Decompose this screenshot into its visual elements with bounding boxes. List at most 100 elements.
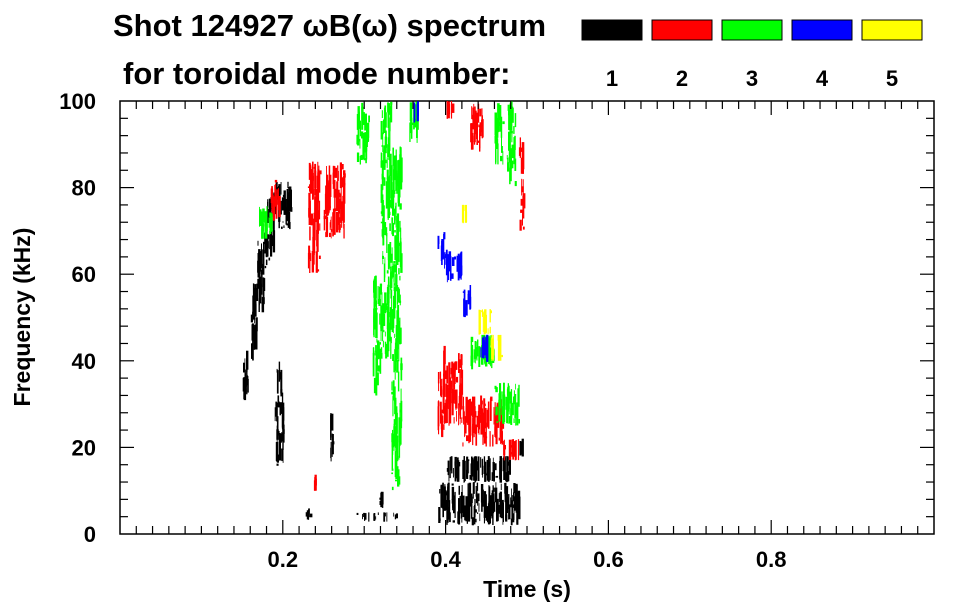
spectral-fragment xyxy=(450,101,453,119)
spectral-fragment xyxy=(394,286,396,297)
spectral-fragment xyxy=(386,306,390,330)
spectral-fragment xyxy=(437,401,440,427)
y-axis-label: Frequency (kHz) xyxy=(9,228,35,407)
spectral-fragment xyxy=(500,413,503,438)
spectral-fragment xyxy=(459,397,461,416)
spectral-fragment xyxy=(464,510,467,516)
spectral-fragment xyxy=(265,247,267,257)
series-mode-1-region-2 xyxy=(257,232,267,313)
spectral-fragment xyxy=(379,497,381,500)
spectral-fragment xyxy=(493,407,495,425)
spectral-fragment xyxy=(261,297,264,309)
spectral-fragment xyxy=(395,248,397,275)
spectral-fragment xyxy=(475,355,476,364)
spectral-fragment xyxy=(514,113,517,128)
spectral-fragment xyxy=(380,211,382,214)
spectral-fragment xyxy=(397,178,400,203)
spectral-fragment xyxy=(386,233,388,253)
spectral-fragment xyxy=(522,193,526,209)
spectral-fragment xyxy=(453,417,455,424)
spectral-fragment xyxy=(380,152,383,168)
spectral-fragment xyxy=(451,398,455,403)
spectral-fragment xyxy=(517,439,520,461)
y-tick-label: 20 xyxy=(72,435,96,460)
spectral-fragment xyxy=(496,498,499,522)
series-mode-2-region-6 xyxy=(462,395,505,447)
spectral-fragment xyxy=(437,239,440,249)
spectral-fragment xyxy=(472,107,474,130)
spectral-fragment xyxy=(510,155,512,182)
spectral-fragment xyxy=(270,229,273,257)
spectral-fragment xyxy=(279,372,282,380)
spectral-fragment xyxy=(261,243,262,268)
spectral-fragment xyxy=(285,199,287,225)
spectral-fragment xyxy=(268,257,271,261)
spectral-fragment xyxy=(396,245,399,265)
spectral-fragment xyxy=(506,398,509,424)
spectral-fragment xyxy=(481,499,483,512)
spectral-fragment xyxy=(496,421,499,423)
spectral-fragment xyxy=(394,406,398,425)
spectral-fragment xyxy=(490,310,492,314)
spectral-fragment xyxy=(393,287,397,309)
spectral-fragment xyxy=(479,513,481,522)
spectral-fragment xyxy=(258,249,261,274)
spectral-fragment xyxy=(463,289,466,312)
spectral-fragment xyxy=(448,402,452,424)
spectral-fragment xyxy=(459,495,461,514)
spectral-fragment xyxy=(384,331,386,337)
spectral-fragment xyxy=(337,165,339,193)
spectral-fragment xyxy=(445,490,447,504)
spectral-fragment xyxy=(393,360,395,373)
spectral-fragment xyxy=(394,451,397,478)
spectral-fragment xyxy=(387,244,391,261)
spectral-fragment xyxy=(397,160,400,187)
spectral-fragment xyxy=(489,431,491,447)
spectral-fragment xyxy=(395,149,397,176)
spectral-fragment xyxy=(389,143,390,161)
spectral-fragment xyxy=(500,508,503,519)
spectral-fragment xyxy=(481,418,483,430)
spectral-fragment xyxy=(449,457,451,479)
spectral-fragment xyxy=(332,172,334,185)
series-mode-2-region-3 xyxy=(313,474,317,491)
spectral-fragment xyxy=(261,269,263,288)
spectral-fragment xyxy=(324,215,326,218)
spectral-fragment xyxy=(375,516,377,520)
spectral-fragment xyxy=(392,147,394,166)
spectral-fragment xyxy=(508,494,510,520)
spectral-fragment xyxy=(373,307,376,323)
spectral-fragment xyxy=(510,497,512,508)
spectral-fragment xyxy=(380,492,382,508)
spectral-fragment xyxy=(275,401,277,417)
spectral-fragment xyxy=(507,385,510,410)
spectral-fragment xyxy=(515,405,517,414)
spectral-fragment xyxy=(388,175,391,178)
spectral-fragment xyxy=(491,344,493,359)
spectral-fragment xyxy=(398,316,400,328)
spectral-fragment xyxy=(485,422,487,447)
spectral-fragment xyxy=(497,103,500,118)
spectral-fragment xyxy=(445,254,447,259)
spectral-fragment xyxy=(392,222,394,237)
spectral-fragment xyxy=(492,511,494,525)
legend-swatch-1 xyxy=(581,19,643,41)
spectral-fragment xyxy=(521,438,524,457)
spectral-fragment xyxy=(477,339,479,357)
spectral-fragment xyxy=(286,207,288,212)
spectral-fragment xyxy=(502,151,504,165)
spectral-fragment xyxy=(443,345,446,365)
spectral-fragment xyxy=(470,123,473,134)
spectral-fragment xyxy=(505,487,507,501)
spectral-fragment xyxy=(397,287,400,303)
spectral-fragment xyxy=(521,186,524,193)
spectral-fragment xyxy=(511,488,512,504)
y-tick-label: 0 xyxy=(84,522,96,547)
spectral-fragment xyxy=(477,411,480,434)
spectral-fragment xyxy=(467,399,470,417)
spectral-fragment xyxy=(492,334,494,361)
spectral-fragment xyxy=(281,392,284,412)
spectral-fragment xyxy=(397,472,400,487)
spectral-fragment xyxy=(473,103,475,130)
spectral-fragment xyxy=(381,165,384,191)
